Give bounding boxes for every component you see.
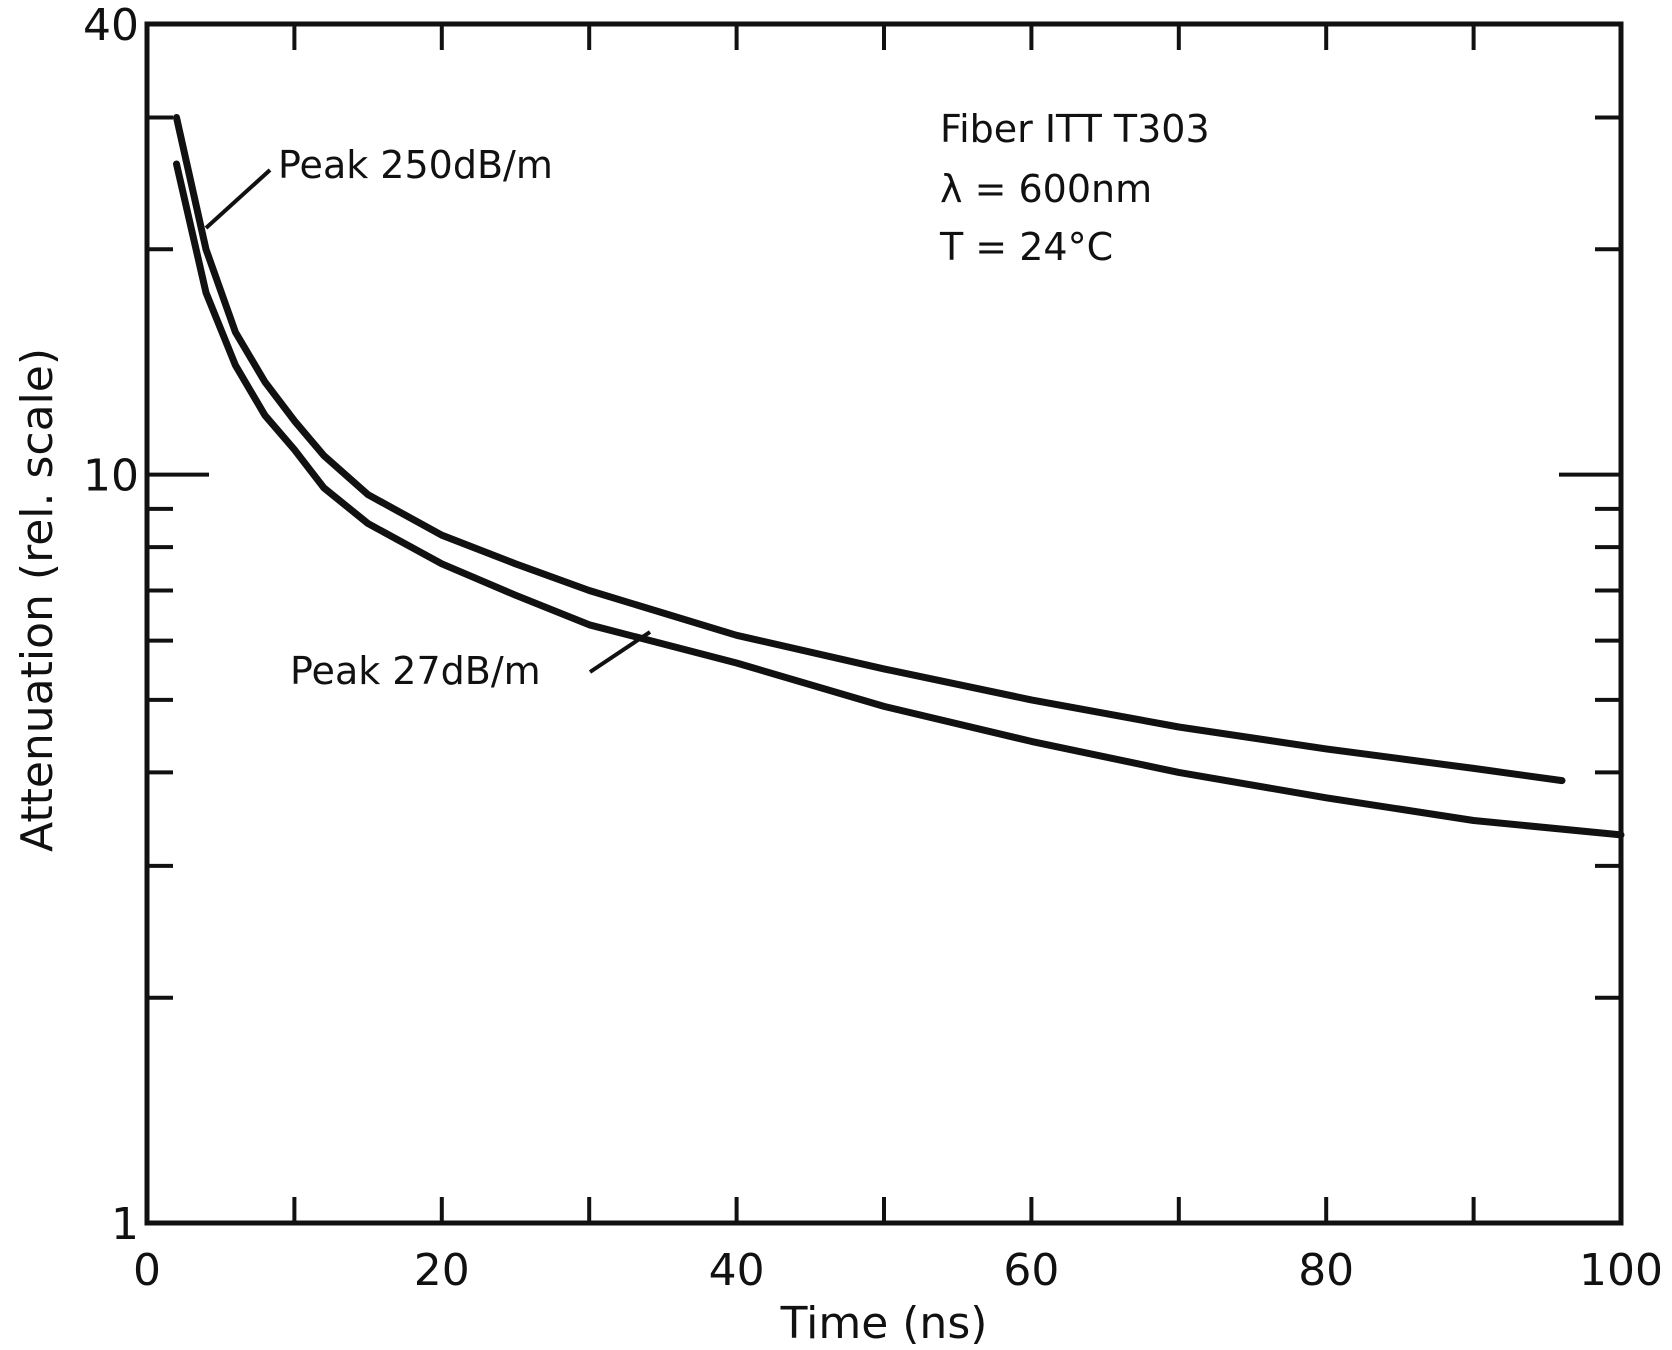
info-annotation: Fiber ITT T303 λ = 600nm T = 24°C <box>939 107 1210 269</box>
leader-line-peak-250 <box>204 168 272 230</box>
series-label-peak-250-text: Peak 250dB/m <box>278 143 553 187</box>
annotation-line-wavelength: λ = 600nm <box>940 167 1152 211</box>
y-axis-ticks: 1 10 40 <box>83 0 1621 1250</box>
y-tick-label: 10 <box>83 451 139 502</box>
x-axis-ticks: 0 20 40 60 80 100 <box>133 24 1663 1296</box>
x-tick-label: 60 <box>1003 1245 1059 1296</box>
series-label-peak-250: Peak 250dB/m <box>204 143 553 230</box>
x-tick-label: 80 <box>1298 1245 1354 1296</box>
annotation-line-temperature: T = 24°C <box>939 225 1113 269</box>
x-axis-title: Time (ns) <box>780 1298 988 1349</box>
leader-line-peak-27 <box>588 630 652 674</box>
y-axis-title: Attenuation (rel. scale) <box>12 348 63 852</box>
series-line-0 <box>173 114 1566 785</box>
series-label-peak-27: Peak 27dB/m <box>290 630 652 693</box>
series-layer <box>173 114 1625 839</box>
y-tick-label: 1 <box>111 1199 139 1250</box>
x-tick-label: 40 <box>709 1245 765 1296</box>
plot-frame <box>144 21 1624 1226</box>
x-tick-label: 0 <box>133 1245 161 1296</box>
annotation-line-fiber: Fiber ITT T303 <box>940 107 1210 151</box>
y-tick-label: 40 <box>83 0 139 51</box>
series-line-1 <box>173 160 1625 839</box>
series-label-peak-27-text: Peak 27dB/m <box>290 649 541 693</box>
x-tick-label: 20 <box>414 1245 470 1296</box>
x-tick-label: 100 <box>1579 1245 1663 1296</box>
